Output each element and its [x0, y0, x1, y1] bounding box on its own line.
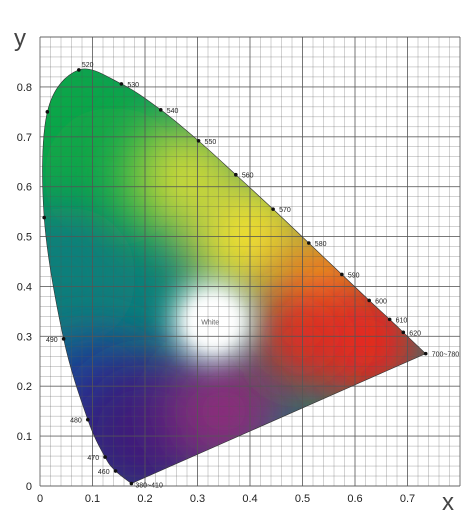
grid — [39, 36, 461, 487]
tick-labels: 0 0.1 0.2 0.3 0.4 0.5 0.6 0.7 0 0.1 0.2 0.3 0.4 0.5 0.… — [17, 82, 415, 505]
wavelength-label: 700~780 — [432, 352, 460, 359]
x-tick-label: 0 — [37, 493, 43, 505]
locus-point — [234, 172, 238, 177]
y-tick-label: 0 — [26, 481, 32, 493]
y-tick-label: 0.2 — [17, 381, 32, 393]
wavelength-label: 520 — [82, 62, 94, 69]
wavelength-label: 570 — [279, 207, 291, 214]
locus-point — [158, 108, 163, 112]
locus-point — [307, 241, 311, 245]
locus-point — [129, 481, 134, 486]
locus-point — [387, 317, 392, 322]
wavelength-label: 530 — [127, 82, 139, 89]
x-tick-label: 0.2 — [137, 493, 152, 505]
y-tick-label: 0.1 — [17, 431, 32, 443]
locus-point — [113, 469, 118, 473]
x-tick-label: 0.7 — [400, 493, 415, 505]
wavelength-label: 620 — [409, 330, 421, 337]
y-tick-label: 0.7 — [17, 132, 32, 144]
x-tick-label: 0.3 — [190, 493, 205, 505]
locus-point — [119, 82, 124, 86]
locus-point — [45, 110, 50, 114]
wavelength-label: 460 — [98, 469, 110, 476]
locus-point — [271, 207, 275, 211]
spectral-locus-points: 380~410 460 470 480 490 520 530 540 550 560 570 580… — [42, 62, 459, 490]
y-tick-label: 0.3 — [17, 331, 32, 343]
locus-point — [42, 215, 46, 220]
wavelength-label: 590 — [348, 272, 360, 279]
y-tick-label: 0.5 — [17, 232, 32, 244]
wavelength-label: 380~410 — [135, 483, 163, 490]
y-tick-label: 0.8 — [17, 82, 32, 94]
x-tick-label: 0.4 — [242, 493, 257, 505]
locus-point — [85, 417, 90, 422]
y-tick-label: 0.6 — [17, 182, 32, 194]
x-tick-label: 0.5 — [295, 493, 310, 505]
magenta-region — [163, 351, 284, 472]
white-point-label: White — [201, 319, 219, 326]
wavelength-label: 490 — [46, 337, 58, 344]
locus-point — [401, 330, 406, 335]
locus-point — [367, 298, 371, 303]
y-axis-title: y — [14, 25, 26, 52]
wavelength-label: 480 — [70, 418, 82, 425]
locus-point — [61, 337, 66, 341]
wavelength-label: 470 — [87, 455, 99, 462]
wavelength-label: 550 — [205, 139, 217, 146]
wavelength-label: 560 — [242, 173, 254, 180]
white-core — [187, 295, 240, 348]
locus-point — [423, 351, 428, 356]
wavelength-label: 600 — [375, 298, 387, 305]
wavelength-label: 580 — [315, 241, 327, 248]
x-axis-title: x — [442, 489, 454, 516]
y-tick-label: 0.4 — [17, 281, 32, 293]
locus-point — [340, 272, 344, 277]
locus-point — [103, 455, 107, 459]
locus-point — [196, 138, 201, 143]
x-tick-label: 0.6 — [347, 493, 362, 505]
wavelength-label: 610 — [396, 317, 408, 324]
gamut-color-fill — [42, 68, 426, 484]
wavelength-label: 540 — [167, 108, 179, 115]
locus-point — [77, 68, 81, 72]
x-tick-label: 0.1 — [85, 493, 100, 505]
